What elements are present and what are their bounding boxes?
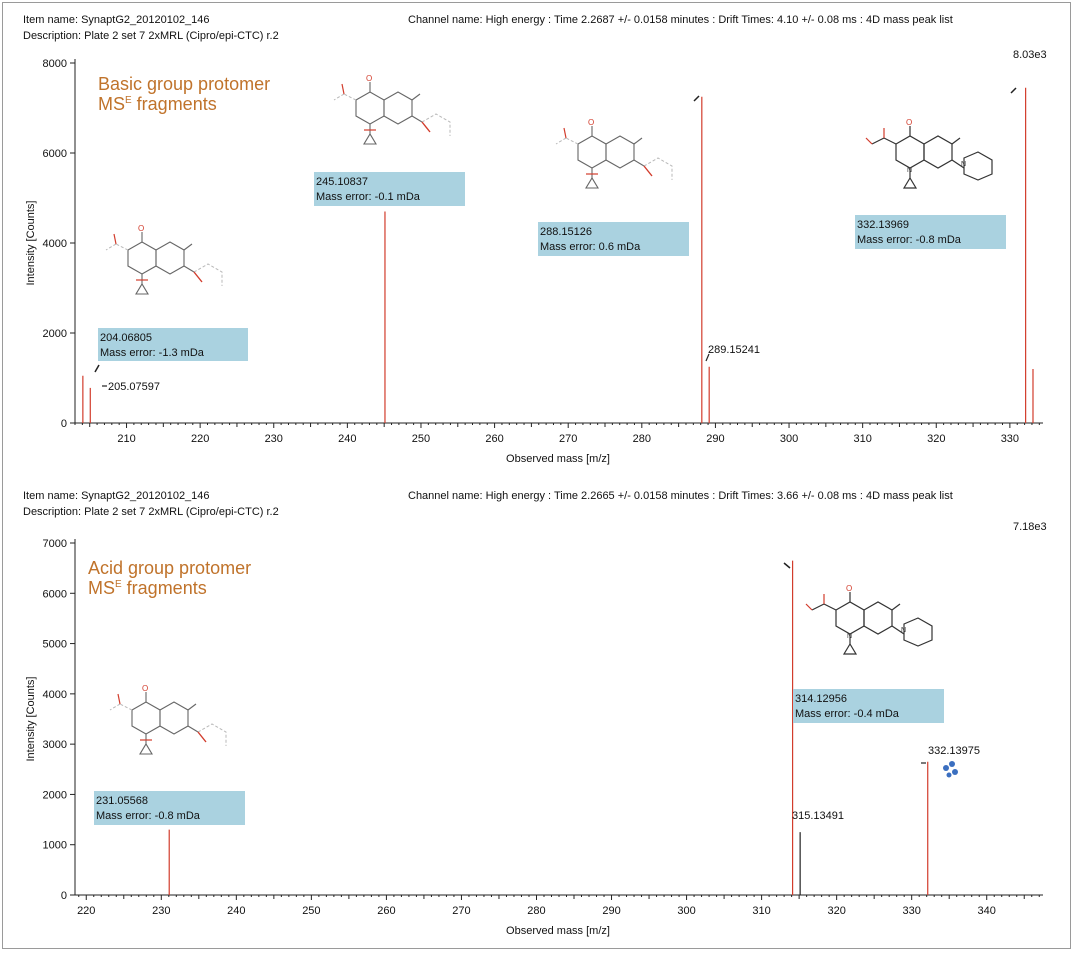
y-tick-label: 8000 <box>43 58 67 70</box>
peak-label-box <box>94 791 245 825</box>
peak-label-box <box>538 222 689 256</box>
peak-mass-label: 332.13975 <box>928 745 980 757</box>
x-tick-label: 260 <box>485 433 503 445</box>
peak-marker <box>1010 87 1017 94</box>
peak-mass-error: Mass error: -0.8 mDa <box>857 234 962 246</box>
max-intensity-1: 8.03e3 <box>1013 49 1047 61</box>
peak-mass-label: 289.15241 <box>708 344 760 356</box>
peak-marker <box>783 562 791 569</box>
x-tick-label: 300 <box>780 433 798 445</box>
y-tick-label: 2000 <box>43 789 67 801</box>
x-tick-label: 230 <box>152 905 170 917</box>
peak-mass-label: 315.13491 <box>792 810 844 822</box>
channel-name-2: Channel name: High energy : Time 2.2665 … <box>408 490 953 502</box>
note-title-basic-line1: Basic group protomer <box>98 74 270 94</box>
x-tick-label: 270 <box>452 905 470 917</box>
x-tick-label: 220 <box>77 905 95 917</box>
x-tick-label: 290 <box>602 905 620 917</box>
structure-fragment-204 <box>105 223 223 295</box>
note-title-acid-line1: Acid group protomer <box>88 558 251 578</box>
x-tick-label: 250 <box>302 905 320 917</box>
peak-mass-error: Mass error: 0.6 mDa <box>540 241 641 253</box>
y-tick-label: 4000 <box>43 238 67 250</box>
peak-mass-label: 288.15126 <box>540 226 592 238</box>
peak-mass-error: Mass error: -0.1 mDa <box>316 191 421 203</box>
structure-fragment-231 <box>109 683 227 755</box>
peak-label-box <box>98 328 248 361</box>
peak-mass-label: 245.10837 <box>316 176 368 188</box>
max-intensity-2: 7.18e3 <box>1013 521 1047 533</box>
x-tick-label: 250 <box>412 433 430 445</box>
x-tick-label: 330 <box>903 905 921 917</box>
peak-mass-error: Mass error: -0.8 mDa <box>96 810 201 822</box>
x-tick-label: 230 <box>265 433 283 445</box>
y-tick-label: 4000 <box>43 689 67 701</box>
peak-mass-label: 332.13969 <box>857 219 909 231</box>
peak-label-box <box>314 172 465 206</box>
y-tick-label: 6000 <box>43 148 67 160</box>
peak-marker <box>693 95 700 102</box>
y-tick-label: 5000 <box>43 639 67 651</box>
peak-mass-label: 205.07597 <box>108 381 160 393</box>
structure-fragment-314 <box>805 583 933 655</box>
x-tick-label: 280 <box>527 905 545 917</box>
x-tick-label: 310 <box>752 905 770 917</box>
peak-label-box <box>793 689 944 723</box>
x-tick-label: 300 <box>677 905 695 917</box>
x-tick-label: 240 <box>227 905 245 917</box>
peak-mass-error: Mass error: -0.4 mDa <box>795 708 900 720</box>
y-tick-label: 2000 <box>43 328 67 340</box>
peak-marker <box>705 353 710 362</box>
channel-name-1: Channel name: High energy : Time 2.2687 … <box>408 14 953 26</box>
peak-mass-error: Mass error: -1.3 mDa <box>100 347 205 359</box>
item-name-2: Item name: SynaptG2_20120102_146 <box>23 490 210 502</box>
y-tick-label: 3000 <box>43 739 67 751</box>
x-tick-label: 330 <box>1001 433 1019 445</box>
y-tick-label: 0 <box>61 890 67 902</box>
structure-fragment-245 <box>333 73 451 145</box>
x-tick-label: 280 <box>633 433 651 445</box>
peak-mass-label: 204.06805 <box>100 332 152 344</box>
spectrum-chart-basic: 0 2000 4000 6000 8000 210 220 230 240 250 260 270 28… <box>25 58 1043 465</box>
molecule-cluster-icon <box>943 761 958 778</box>
x-tick-label: 220 <box>191 433 209 445</box>
description-1: Description: Plate 2 set 7 2xMRL (Cipro/… <box>23 30 279 42</box>
peak-marker <box>94 364 100 373</box>
x-tick-label: 240 <box>338 433 356 445</box>
note-title-basic-line2: MSE fragments <box>98 94 217 114</box>
x-tick-label: 260 <box>377 905 395 917</box>
x-tick-label: 290 <box>706 433 724 445</box>
y-tick-label: 6000 <box>43 588 67 600</box>
y-tick-label: 0 <box>61 418 67 430</box>
note-title-acid-line2: MSE fragments <box>88 578 207 598</box>
x-tick-label: 320 <box>827 905 845 917</box>
x-tick-label: 210 <box>117 433 135 445</box>
spectrum-chart-acid: 0 1000 2000 3000 4000 5000 6000 7000 220 230 240 25… <box>25 538 1043 937</box>
x-tick-label: 310 <box>853 433 871 445</box>
y-axis-label: Intensity [Counts] <box>25 201 37 286</box>
x-tick-label: 320 <box>927 433 945 445</box>
x-tick-label: 270 <box>559 433 577 445</box>
x-tick-label: 340 <box>978 905 996 917</box>
y-tick-label: 7000 <box>43 538 67 550</box>
structure-fragment-332 <box>865 117 993 189</box>
structure-fragment-288 <box>555 117 673 189</box>
item-name-1: Item name: SynaptG2_20120102_146 <box>23 14 210 26</box>
y-axis-label: Intensity [Counts] <box>25 677 37 762</box>
peak-label-box <box>855 215 1006 249</box>
x-axis-label: Observed mass [m/z] <box>506 453 610 465</box>
peak-mass-label: 314.12956 <box>795 693 847 705</box>
peak-mass-label: 231.05568 <box>96 795 148 807</box>
description-2: Description: Plate 2 set 7 2xMRL (Cipro/… <box>23 506 279 518</box>
x-axis-label: Observed mass [m/z] <box>506 925 610 937</box>
y-tick-label: 1000 <box>43 840 67 852</box>
